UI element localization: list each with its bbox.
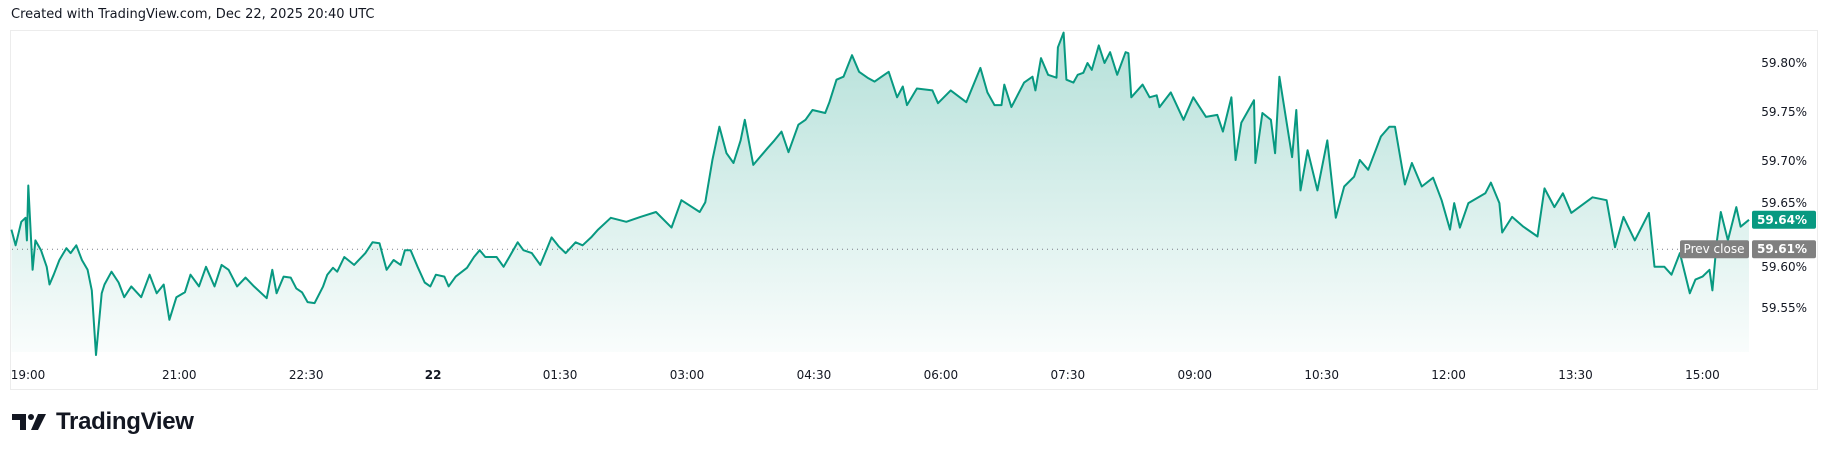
time-tick-label: 19:00 [11, 368, 46, 382]
tradingview-logo-icon [12, 414, 46, 430]
time-tick-label: 09:00 [1177, 368, 1212, 382]
price-axis[interactable]: 59.80% 59.75% 59.70% 59.65% 59.60% 59.55% [1761, 56, 1807, 315]
tradingview-logo[interactable]: TradingView [12, 408, 194, 436]
time-axis[interactable]: 19:00 21:00 22:30 22 01:30 03:00 04:30 06:00 07:… [11, 368, 1720, 382]
chart-attribution: Created with TradingView.com, Dec 22, 20… [11, 7, 375, 22]
last-value-label: 59.64% [1757, 213, 1807, 227]
series-area-fill [11, 32, 1749, 355]
time-tick-label: 15:00 [1685, 368, 1720, 382]
time-tick-label: 22:30 [289, 368, 324, 382]
time-tick-label: 06:00 [924, 368, 959, 382]
time-tick-label: 01:30 [543, 368, 578, 382]
price-tick-label: 59.55% [1761, 301, 1807, 315]
prev-close-value: 59.61% [1757, 242, 1807, 256]
time-tick-label: 21:00 [162, 368, 197, 382]
tradingview-logo-text: TradingView [56, 408, 194, 435]
prev-close-badge: Prev close 59.61% [1680, 240, 1816, 259]
prev-close-label: Prev close [1684, 242, 1745, 256]
time-tick-label: 12:00 [1431, 368, 1466, 382]
time-tick-label: 03:00 [670, 368, 705, 382]
last-value-badge: 59.64% [1752, 210, 1816, 229]
time-tick-label: 07:30 [1051, 368, 1086, 382]
time-tick-label: 22 [425, 368, 442, 382]
time-tick-label: 04:30 [797, 368, 832, 382]
price-tick-label: 59.80% [1761, 56, 1807, 70]
time-tick-label: 10:30 [1304, 368, 1339, 382]
price-tick-label: 59.75% [1761, 105, 1807, 119]
time-tick-label: 13:30 [1558, 368, 1593, 382]
price-tick-label: 59.60% [1761, 260, 1807, 274]
chart-pane[interactable] [10, 30, 1818, 390]
price-tick-label: 59.65% [1761, 196, 1807, 210]
price-tick-label: 59.70% [1761, 154, 1807, 168]
series-line [10, 31, 1750, 356]
